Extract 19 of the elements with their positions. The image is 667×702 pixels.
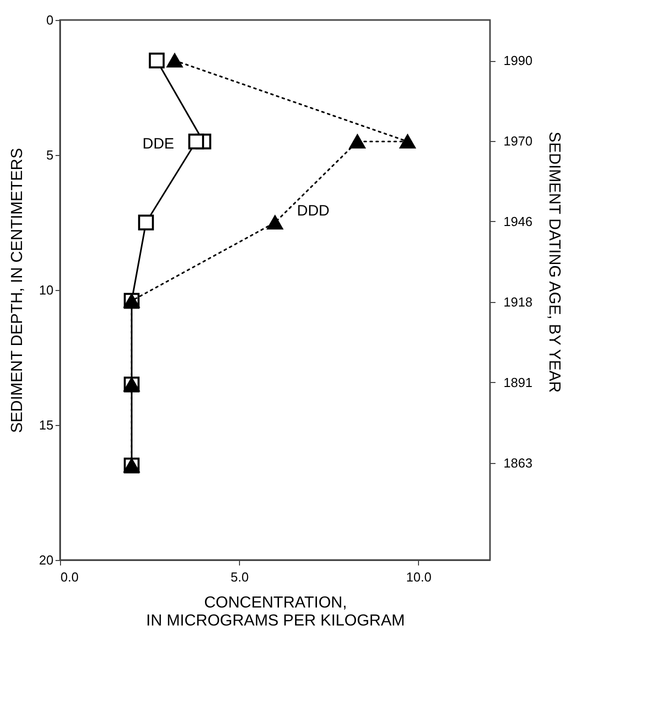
y2-axis-title: SEDIMENT DATING AGE, BY YEAR [545, 132, 562, 393]
series-label: DDE [142, 136, 174, 152]
x-tick-label: 0.0 [60, 570, 79, 584]
y-tick-label: 0 [46, 12, 54, 28]
y-tick-label: 20 [39, 552, 54, 568]
x-tick-label: 10.0 [406, 570, 432, 584]
series-label: DDD [297, 202, 330, 220]
category-label: 1863 [504, 455, 532, 470]
y-tick-label: 5 [46, 148, 54, 162]
category-label: 1990 [504, 53, 532, 68]
category-label: 1891 [504, 374, 532, 390]
category-label: 1946 [504, 214, 532, 229]
x-tick-label: 5.0 [230, 570, 249, 584]
y-axis-title: SEDIMENT DEPTH, IN CENTIMETERS [9, 148, 26, 434]
y-tick-label: 15 [39, 418, 54, 432]
category-label: 1918 [504, 294, 532, 310]
category-label: 1970 [504, 133, 532, 148]
x-axis-title: CONCENTRATION, IN MICROGRAMS PER KILOGRAM [146, 594, 405, 630]
y-tick-label: 10 [39, 282, 54, 298]
